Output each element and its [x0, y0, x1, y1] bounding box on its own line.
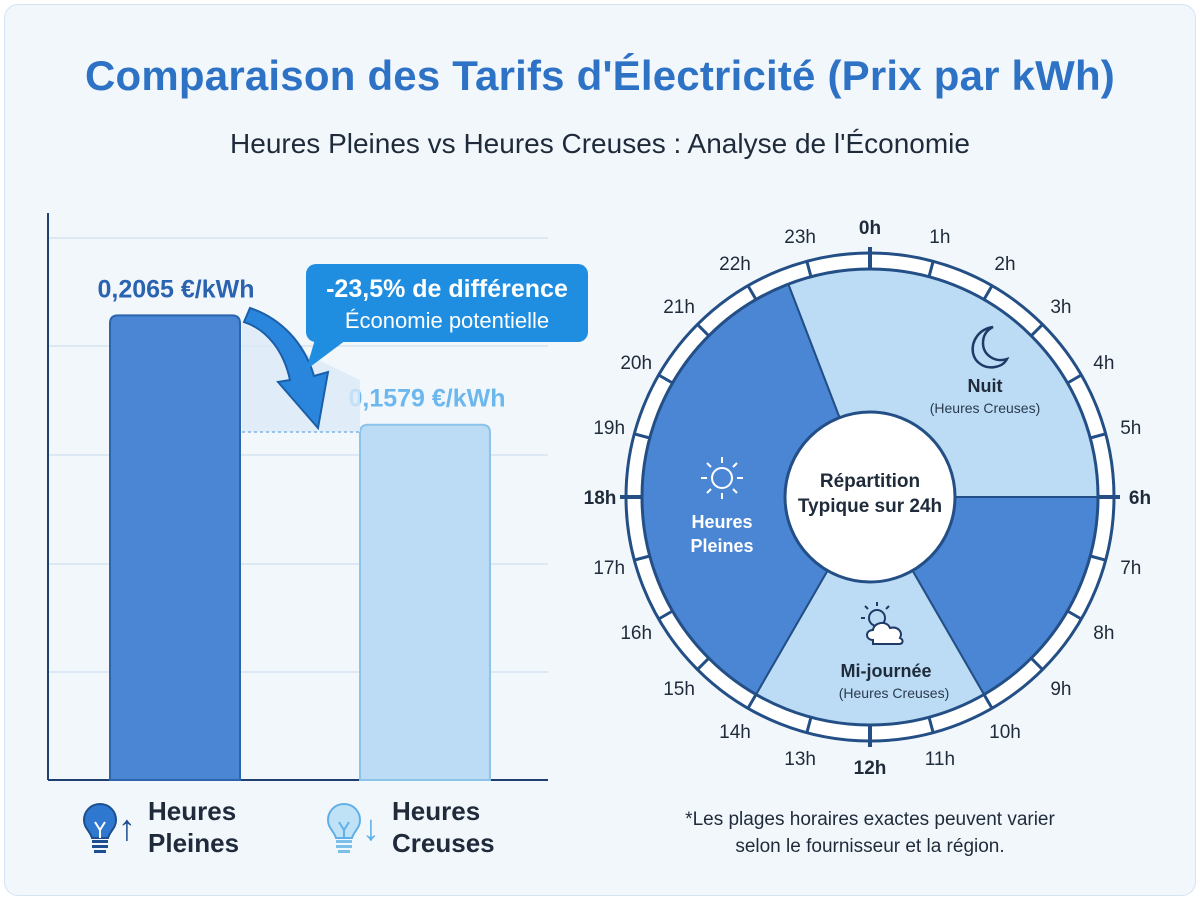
segment-pleines-label-line2: Pleines — [690, 536, 753, 556]
clock-tick — [633, 432, 651, 440]
clock-tick — [657, 373, 674, 385]
clock-tick — [1066, 373, 1083, 385]
hour-label: 22h — [719, 254, 751, 275]
clock-tick — [927, 260, 935, 278]
clock-tick — [1030, 657, 1044, 671]
hour-label: 13h — [784, 749, 816, 770]
legend-creuses-line2: Creuses — [392, 828, 495, 858]
hour-label: 10h — [989, 722, 1021, 743]
hour-label: 0h — [859, 218, 881, 239]
savings-callout: -23,5% de différence Économie potentiell… — [306, 264, 588, 370]
hour-label: 2h — [994, 254, 1015, 275]
hour-label: 16h — [620, 623, 652, 644]
footnote-line1: *Les plages horaires exactes peuvent var… — [685, 809, 1055, 830]
clock-tick — [1089, 554, 1107, 562]
legend-pleines-line2: Pleines — [148, 828, 240, 858]
hour-label: 12h — [854, 758, 887, 779]
clock-tick — [1066, 609, 1083, 621]
hour-label: 23h — [784, 227, 816, 248]
clock-center-circle — [783, 410, 957, 584]
bulb-light-icon — [324, 800, 364, 861]
clock-tick — [982, 693, 994, 710]
clock-tick — [696, 323, 710, 337]
clock-tick — [746, 284, 758, 301]
clock-tick — [1030, 323, 1044, 337]
footnote-line2: selon le fournisseur et la région. — [735, 836, 1005, 857]
cloud-sun-icon — [861, 602, 904, 645]
sun-icon — [701, 457, 743, 499]
clock-tick — [633, 554, 651, 562]
bar-heures-creuses — [359, 423, 491, 781]
clock-tick — [746, 693, 758, 710]
segment-midi-label: Mi-journée — [840, 661, 931, 681]
segment-nuit-label: Nuit — [968, 376, 1003, 396]
legend-pleines-line1: Heures — [148, 796, 237, 826]
callout-savings: Économie potentielle — [345, 308, 549, 333]
hour-label: 1h — [929, 227, 950, 248]
hour-label: 4h — [1093, 353, 1114, 374]
hour-label: 17h — [593, 558, 625, 579]
clock-tick — [982, 284, 994, 301]
clock-tick — [805, 260, 813, 278]
price-drop-arrow — [242, 306, 330, 431]
hour-label: 21h — [663, 297, 695, 318]
page-subtitle: Heures Pleines vs Heures Creuses : Analy… — [230, 128, 970, 159]
callout-difference: -23,5% de différence — [326, 275, 568, 303]
center-label-line1: Répartition — [820, 471, 920, 492]
value-label-creuses: 0,1579 €/kWh — [348, 385, 505, 413]
hour-label: 6h — [1129, 488, 1151, 509]
clock-tick — [805, 716, 813, 734]
legend-arrow-up: ↑ — [118, 807, 136, 848]
hour-label: 15h — [663, 679, 695, 700]
segment-nuit-sublabel: (Heures Creuses) — [930, 400, 1040, 416]
page-title: Comparaison des Tarifs d'Électricité (Pr… — [84, 52, 1115, 99]
hour-label: 19h — [593, 418, 625, 439]
clock-tick — [927, 716, 935, 734]
hour-label: 8h — [1093, 623, 1114, 644]
hour-label: 7h — [1120, 558, 1141, 579]
hour-label: 5h — [1120, 418, 1141, 439]
legend-arrow-down: ↓ — [362, 807, 380, 848]
clock-tick — [1089, 432, 1107, 440]
hour-label: 20h — [620, 353, 652, 374]
value-label-pleines: 0,2065 €/kWh — [97, 275, 254, 303]
center-label-line2: Typique sur 24h — [798, 496, 942, 517]
hour-label: 3h — [1050, 297, 1071, 318]
segment-pleines-label-line1: Heures — [691, 512, 752, 532]
hour-label: 11h — [925, 749, 955, 770]
segment-midi-sublabel: (Heures Creuses) — [839, 685, 949, 701]
hour-label: 14h — [719, 722, 751, 743]
legend-creuses-line1: Heures — [392, 796, 481, 826]
moon-icon — [971, 325, 1010, 369]
bulb-dark-icon — [80, 800, 120, 861]
hour-label: 9h — [1050, 679, 1071, 700]
bar-heures-pleines — [109, 314, 241, 781]
clock-tick — [657, 609, 674, 621]
hour-label: 18h — [584, 488, 617, 509]
clock-tick — [696, 657, 710, 671]
footnote: *Les plages horaires exactes peuvent var… — [640, 806, 1100, 860]
